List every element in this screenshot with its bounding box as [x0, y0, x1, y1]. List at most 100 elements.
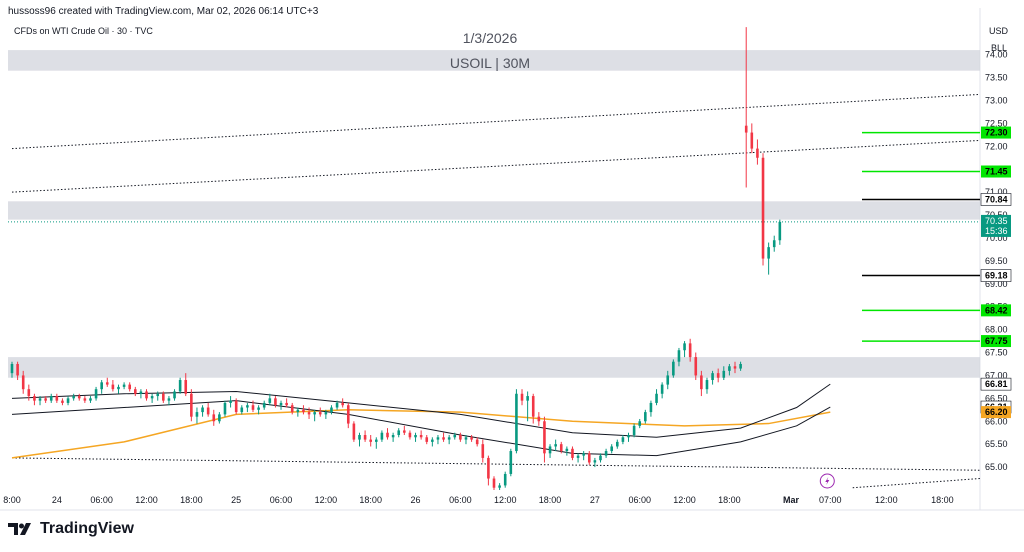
- x-tick-label: 27: [590, 495, 600, 505]
- candle-body: [498, 485, 501, 488]
- candle-body: [313, 412, 316, 415]
- x-tick-label: 07:00: [819, 495, 842, 505]
- candle-body: [464, 437, 468, 440]
- candle-body: [481, 444, 485, 458]
- level-tag-label: 72.30: [985, 128, 1008, 138]
- candle-body: [425, 437, 429, 442]
- y-tick-label: 74.00: [985, 50, 1008, 60]
- x-tick-label: 06:00: [449, 495, 472, 505]
- candle-body: [240, 407, 244, 413]
- x-tick-label: 06:00: [90, 495, 113, 505]
- candle-body: [341, 402, 344, 406]
- candle-body: [173, 391, 176, 399]
- candle-body: [509, 451, 513, 474]
- candle-body: [711, 373, 714, 381]
- candle-body: [21, 375, 25, 390]
- candle-body: [728, 366, 731, 371]
- candle-body: [403, 430, 406, 433]
- candle-body: [571, 448, 574, 458]
- candle-body: [218, 414, 221, 422]
- y-tick-label: 69.00: [985, 279, 1008, 289]
- candle-body: [548, 446, 552, 454]
- candle-body: [156, 393, 160, 397]
- candle-body: [375, 439, 378, 442]
- candle-body: [688, 343, 692, 358]
- candle-body: [627, 435, 630, 438]
- candle-body: [150, 396, 154, 399]
- x-tick-label: 06:00: [628, 495, 651, 505]
- candle-body: [531, 396, 535, 417]
- candle-body: [212, 414, 216, 422]
- candle-body: [346, 405, 350, 424]
- level-tag-bg: [981, 335, 1011, 348]
- indicator-tag-label: 66.81: [985, 379, 1008, 389]
- candle-body: [554, 444, 557, 447]
- candle-body: [582, 453, 585, 456]
- candle-body: [756, 148, 759, 158]
- candle-body: [66, 398, 70, 403]
- candle-body: [616, 441, 619, 447]
- candle-body: [660, 384, 664, 394]
- candle-body: [262, 402, 266, 408]
- candle-body: [77, 396, 81, 399]
- candle-body: [716, 373, 720, 378]
- candle-body: [408, 432, 412, 438]
- level-tag-bg: [980, 269, 1012, 282]
- candle-body: [380, 432, 384, 440]
- level-tag-bg: [981, 165, 1011, 178]
- candle-body: [83, 398, 87, 401]
- candle-body: [49, 396, 53, 401]
- candle-body: [705, 380, 709, 390]
- level-tag-label: 69.18: [985, 271, 1008, 281]
- candle-body: [414, 435, 417, 438]
- candle-body: [10, 363, 14, 374]
- candle-body: [61, 400, 64, 403]
- candle-body: [55, 396, 59, 401]
- candle-body: [750, 132, 754, 149]
- candle-body: [492, 478, 496, 488]
- x-tick-label: 18:00: [359, 495, 382, 505]
- candle-body: [33, 396, 36, 401]
- candle-body: [503, 473, 507, 486]
- candle-body: [268, 398, 272, 403]
- y-tick-label: 70.00: [985, 233, 1008, 243]
- candle-body: [105, 382, 109, 385]
- candle-body: [330, 407, 333, 413]
- candle-body: [358, 435, 361, 440]
- x-tick-label: 26: [411, 495, 421, 505]
- candle-body: [296, 409, 300, 413]
- candle-body: [72, 396, 75, 399]
- y-tick-label: 68.00: [985, 325, 1008, 335]
- candle-body: [655, 393, 658, 403]
- candle-body: [279, 402, 283, 406]
- candle-body: [122, 384, 126, 387]
- y-tick-label: 66.00: [985, 416, 1008, 426]
- x-tick-label: 18:00: [931, 495, 954, 505]
- x-tick-label: 24: [52, 495, 62, 505]
- candle-body: [453, 435, 457, 438]
- candle-body: [520, 393, 524, 401]
- candle-body: [318, 412, 322, 415]
- tradingview-logo: TradingView: [8, 520, 134, 538]
- x-tick-label: 25: [231, 495, 241, 505]
- candle-body: [593, 460, 597, 463]
- candle-body: [44, 398, 47, 401]
- candle-body: [397, 430, 401, 436]
- candle-body: [475, 439, 479, 445]
- level-tag-label: 68.42: [985, 305, 1008, 315]
- candle-body: [201, 407, 204, 413]
- candle-body: [442, 437, 445, 440]
- level-tag-bg: [981, 126, 1011, 139]
- y-tick-label: 72.50: [985, 118, 1008, 128]
- candle-body: [145, 391, 148, 399]
- level-tag-bg: [981, 304, 1011, 317]
- x-tick-label: 12:00: [494, 495, 517, 505]
- candle-body: [184, 380, 188, 394]
- level-tag-bg: [980, 193, 1012, 206]
- candle-body: [700, 375, 703, 390]
- lightning-glyph: [825, 477, 830, 485]
- candle-body: [543, 421, 546, 454]
- candle-body: [89, 398, 92, 401]
- indicator-tag-bg: [981, 406, 1011, 419]
